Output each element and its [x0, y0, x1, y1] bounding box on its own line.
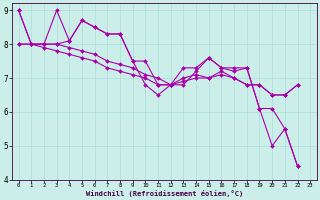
X-axis label: Windchill (Refroidissement éolien,°C): Windchill (Refroidissement éolien,°C): [86, 190, 243, 197]
